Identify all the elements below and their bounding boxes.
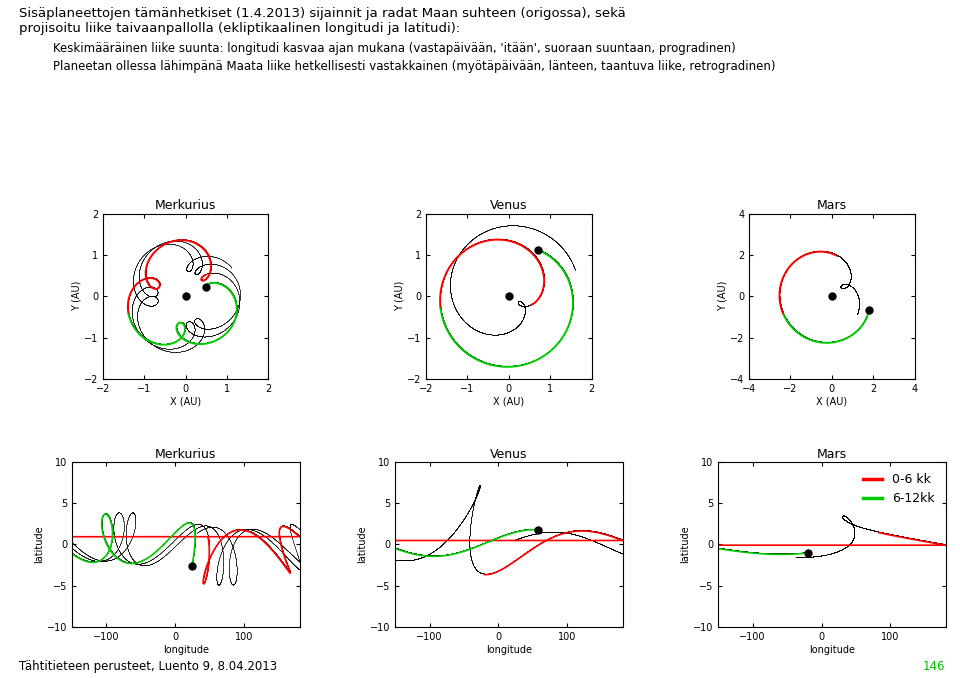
- Title: Mars: Mars: [817, 199, 847, 212]
- Text: Tähtitieteen perusteet, Luento 9, 8.04.2013: Tähtitieteen perusteet, Luento 9, 8.04.2…: [19, 660, 277, 673]
- Text: Sisäplaneettojen tämänhetkiset (1.4.2013) sijainnit ja radat Maan suhteen (origo: Sisäplaneettojen tämänhetkiset (1.4.2013…: [19, 7, 626, 20]
- Title: Merkurius: Merkurius: [156, 199, 216, 212]
- Y-axis label: latitude: latitude: [34, 525, 44, 563]
- X-axis label: longitude: longitude: [486, 645, 532, 655]
- Text: 146: 146: [924, 660, 946, 673]
- Legend: 0-6 kk, 6-12kk: 0-6 kk, 6-12kk: [858, 468, 939, 511]
- Title: Venus: Venus: [490, 447, 528, 460]
- Y-axis label: Y (AU): Y (AU): [717, 281, 727, 311]
- Text: Keskimääräinen liike suunta: longitudi kasvaa ajan mukana (vastapäivään, 'itään': Keskimääräinen liike suunta: longitudi k…: [53, 42, 735, 55]
- Y-axis label: latitude: latitude: [357, 525, 367, 563]
- Y-axis label: Y (AU): Y (AU): [394, 281, 404, 311]
- Text: Planeetan ollessa lähimpänä Maata liike hetkellisesti vastakkainen (myötäpäivään: Planeetan ollessa lähimpänä Maata liike …: [53, 60, 776, 73]
- Y-axis label: latitude: latitude: [680, 525, 690, 563]
- X-axis label: longitude: longitude: [163, 645, 208, 655]
- X-axis label: X (AU): X (AU): [816, 397, 848, 407]
- Y-axis label: Y (AU): Y (AU): [71, 281, 81, 311]
- Title: Venus: Venus: [490, 199, 528, 212]
- Title: Mars: Mars: [817, 447, 847, 460]
- X-axis label: X (AU): X (AU): [493, 397, 524, 407]
- X-axis label: longitude: longitude: [809, 645, 854, 655]
- X-axis label: X (AU): X (AU): [170, 397, 202, 407]
- Title: Merkurius: Merkurius: [156, 447, 216, 460]
- Text: projisoitu liike taivaanpallolla (ekliptikaalinen longitudi ja latitudi):: projisoitu liike taivaanpallolla (eklipt…: [19, 22, 461, 35]
